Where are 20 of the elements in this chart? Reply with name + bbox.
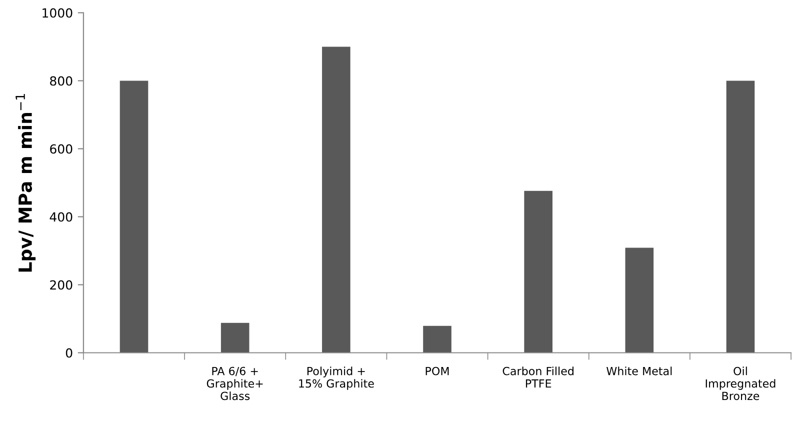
bar <box>322 46 350 353</box>
bar <box>423 326 452 353</box>
y-tick-label: 400 <box>50 212 72 222</box>
x-tick-label: PA 6/6 + Graphite+ Glass <box>206 366 263 400</box>
bar <box>625 248 654 353</box>
y-tick-label: 0 <box>66 348 72 358</box>
x-tick-label: White Metal <box>606 366 672 376</box>
bar <box>220 322 250 353</box>
y-tick-label: 600 <box>50 144 72 154</box>
x-tick-label: Carbon Filled PTFE <box>502 366 574 388</box>
y-tick-label: 200 <box>50 280 72 290</box>
bar <box>524 190 552 353</box>
x-tick-label: Polyimid + 15% Graphite <box>299 366 374 390</box>
y-tick-label: 1000 <box>42 8 72 18</box>
bar <box>726 80 755 353</box>
y-tick-label: 800 <box>50 76 72 86</box>
x-tick-label: Oil Impregnated Bronze <box>706 366 776 400</box>
bar <box>120 80 148 353</box>
y-axis-title: Lpv/ MPa m min$^{−1}$ <box>16 94 36 272</box>
x-tick-label: POM <box>426 366 449 376</box>
